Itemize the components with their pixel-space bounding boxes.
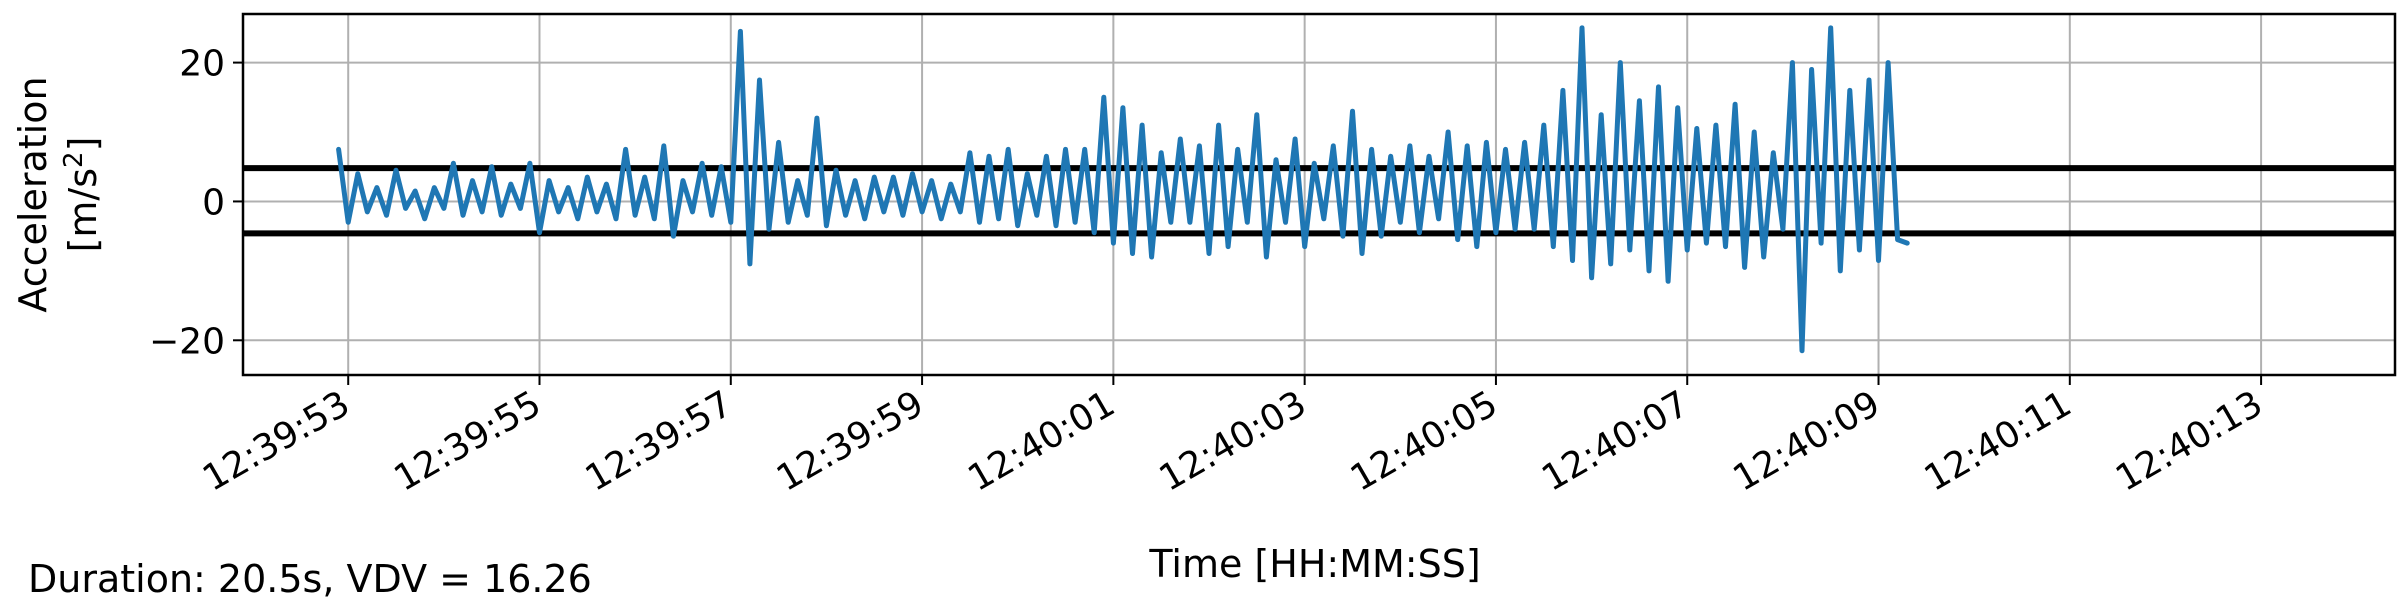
y-tick-label: 0	[202, 182, 225, 223]
y-tick-label: 20	[179, 44, 225, 85]
x-tick-label: 12:40:01	[961, 383, 1122, 499]
x-tick-label: 12:39:59	[770, 383, 931, 499]
x-tick-label: 12:40:13	[2109, 383, 2270, 499]
y-axis-ticks: 20 0 −20	[149, 44, 243, 362]
acceleration-series-line	[336, 25, 1910, 354]
y-axis-label-line2: [m/s2]	[59, 137, 105, 253]
y-axis-label-exponent: 2	[59, 151, 89, 168]
x-axis-ticks: 12:39:53 12:39:55 12:39:57 12:39:59 12:40:01…	[196, 375, 2270, 500]
threshold-lines	[243, 165, 2395, 237]
y-axis-label-line1: Acceleration	[11, 76, 55, 312]
x-tick-label: 12:40:11	[1918, 383, 2079, 499]
x-tick-label: 12:40:07	[1535, 383, 1696, 499]
x-tick-label: 12:39:57	[579, 383, 740, 499]
y-axis-label-bracket: ]	[61, 137, 105, 152]
series-layer	[336, 25, 1910, 354]
duration-vdv-note: Duration: 20.5s, VDV = 16.26	[28, 557, 592, 600]
x-tick-label: 12:39:55	[387, 383, 548, 499]
x-tick-label: 12:39:53	[196, 383, 357, 499]
y-axis-label-unit: [m/s	[61, 168, 105, 252]
x-axis-label: Time [HH:MM:SS]	[1148, 542, 1480, 586]
x-tick-label: 12:40:03	[1153, 383, 1314, 499]
x-tick-label: 12:40:09	[1726, 383, 1887, 499]
x-tick-label: 12:40:05	[1344, 383, 1505, 499]
plot-area-frame	[241, 12, 2397, 377]
y-tick-label: −20	[149, 321, 225, 362]
y-axis-label: Acceleration [m/s2]	[11, 76, 105, 312]
